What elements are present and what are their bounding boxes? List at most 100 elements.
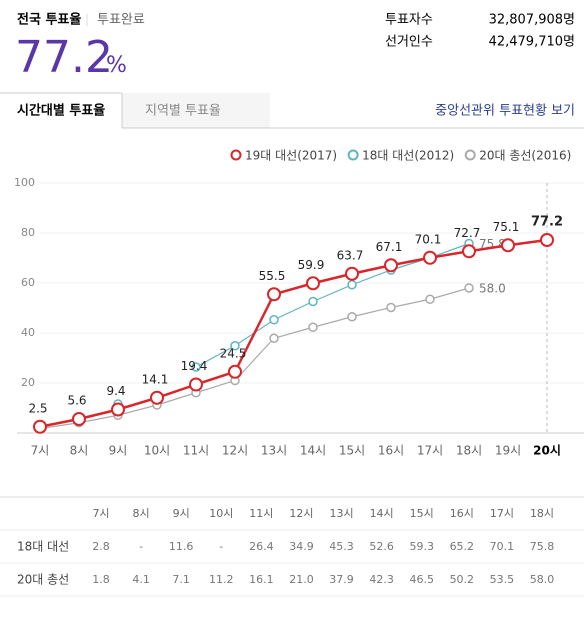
table-header: 12시 (289, 507, 313, 520)
tab[interactable]: 시간대별 투표율 (17, 103, 105, 119)
x-tick-label: 18시 (456, 444, 482, 458)
point (228, 364, 242, 379)
table-cell: 70.1 (490, 540, 515, 553)
point (306, 276, 320, 291)
table-cell: 11.6 (169, 540, 194, 553)
x-tick-label: 10시 (144, 444, 170, 458)
point (269, 333, 279, 343)
table-header: 14시 (370, 507, 394, 520)
table-cell: 1.8 (92, 573, 110, 586)
x-tick-label: 16시 (378, 444, 404, 458)
data-label: 70.1 (415, 232, 442, 246)
table-cell: 75.8 (530, 540, 555, 553)
data-label: 19.4 (181, 359, 208, 373)
y-tick-label: 60 (21, 276, 35, 289)
table-cell: 59.3 (409, 540, 434, 553)
data-label: 58.0 (479, 282, 506, 296)
x-tick-label: 20시 (533, 444, 561, 458)
x-tick-label: 11시 (183, 444, 209, 458)
table-header: 16시 (450, 507, 474, 520)
table-cell: 34.9 (289, 540, 314, 553)
row-label: 18대 대선 (17, 540, 69, 554)
table-cell: 4.1 (132, 573, 150, 586)
x-tick-label: 12시 (222, 444, 248, 458)
x-tick-label: 9시 (109, 444, 128, 458)
point (386, 302, 396, 313)
table-header: 17시 (490, 507, 514, 520)
x-tick-label: 8시 (70, 444, 89, 458)
tab-bg (122, 93, 270, 128)
point (308, 296, 318, 307)
link[interactable]: 중앙선관위 투표현황 보기 (435, 104, 575, 119)
data-label: 9.4 (106, 384, 125, 398)
y-tick-label: 80 (21, 226, 35, 239)
legend-label: 18대 대선(2012) (362, 149, 454, 163)
data-label: 59.9 (298, 258, 325, 272)
table-cell: 45.3 (329, 540, 354, 553)
point (308, 322, 318, 332)
point (347, 312, 357, 322)
point (72, 412, 86, 426)
table-header: 10시 (209, 507, 233, 520)
table-header: 13시 (329, 507, 353, 520)
legend-label: 19대 대선(2017) (245, 149, 337, 163)
legend-label: 20대 총선(2016) (479, 149, 571, 163)
title: 전국 투표율 (17, 12, 81, 28)
point (464, 283, 474, 293)
stat-label: 투표자수 (385, 13, 433, 28)
point (269, 315, 279, 325)
x-tick-label: 19시 (495, 444, 521, 458)
x-tick-label: 13시 (261, 444, 287, 458)
tab[interactable]: 지역별 투표율 (145, 104, 221, 119)
table-header: 8시 (133, 507, 150, 520)
table-cell: 42.3 (369, 573, 394, 586)
table-cell: 37.9 (329, 573, 354, 586)
table-cell: 58.0 (530, 573, 555, 586)
table-cell: 11.2 (209, 573, 234, 586)
point (111, 402, 125, 417)
point (423, 250, 437, 265)
legend-marker (347, 149, 359, 161)
data-label: 63.7 (337, 248, 364, 262)
x-tick-label: 15시 (339, 444, 365, 458)
table-cell: 53.5 (490, 573, 515, 586)
point (33, 419, 47, 434)
data-label: 55.5 (259, 269, 286, 283)
point (150, 390, 164, 405)
point (501, 238, 515, 253)
point (345, 266, 359, 281)
data-label: 24.5 (220, 346, 247, 360)
table-cell: 26.4 (249, 540, 274, 553)
table-header: 18시 (530, 507, 554, 520)
stat-value: 42,479,710명 (489, 35, 575, 50)
table-cell: - (219, 540, 223, 553)
y-tick-label: 40 (21, 326, 35, 339)
point (462, 244, 476, 259)
table-cell: 21.0 (289, 573, 314, 586)
x-tick-label: 14시 (300, 444, 326, 458)
data-label: 77.2 (531, 215, 563, 230)
table-cell: 50.2 (450, 573, 475, 586)
status: 투표완료 (97, 13, 145, 28)
data-label: 75.1 (493, 220, 520, 234)
table-cell: 16.1 (249, 573, 274, 586)
data-label: 2.5 (28, 401, 47, 415)
table-header: 7시 (92, 507, 109, 520)
stat-label: 선거인수 (385, 35, 433, 50)
data-label: 67.1 (376, 240, 403, 254)
data-label: 5.6 (67, 394, 86, 408)
point (189, 377, 203, 392)
table-cell: 46.5 (409, 573, 434, 586)
turnout-unit: % (106, 53, 127, 78)
y-tick-label: 100 (14, 176, 35, 189)
table-cell: 7.1 (172, 573, 190, 586)
data-label: 14.1 (142, 372, 169, 386)
x-tick-label: 17시 (417, 444, 443, 458)
y-tick-label: 20 (21, 376, 35, 389)
table-cell: 2.8 (92, 540, 110, 553)
row-label: 20대 총선 (17, 573, 69, 587)
table-cell: - (139, 540, 143, 553)
point (347, 280, 357, 290)
